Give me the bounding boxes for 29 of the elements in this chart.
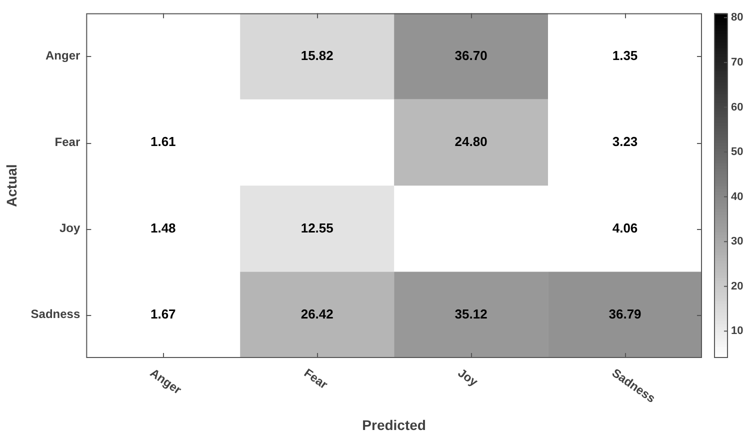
color-bar-label: 60 <box>731 101 744 114</box>
color-bar-label: 50 <box>731 146 744 158</box>
y-tick-label: Anger <box>45 48 80 63</box>
data-label: 1.48 <box>150 220 176 236</box>
color-bar-label: 80 <box>731 12 744 24</box>
y-tick-label: Joy <box>59 221 80 236</box>
y-axis-title: Actual <box>3 164 20 207</box>
color-bar-label: 20 <box>731 280 744 292</box>
data-label: 35.12 <box>454 306 488 322</box>
data-label: 36.70 <box>454 48 488 63</box>
x-axis-title: Predicted <box>362 416 426 433</box>
color-bar-label: 30 <box>731 236 744 248</box>
y-tick-label: Fear <box>54 134 80 149</box>
data-label: 1.61 <box>150 134 176 150</box>
data-label: 1.35 <box>612 48 638 63</box>
data-label: 24.80 <box>454 134 488 150</box>
y-tick-label: Sadness <box>30 307 80 322</box>
data-label: 1.67 <box>150 306 176 322</box>
color-bar-label: 40 <box>731 190 744 203</box>
color-bar-label: 10 <box>731 325 744 338</box>
color-bar-label: 70 <box>731 56 744 68</box>
data-label: 36.79 <box>608 306 642 322</box>
data-label: 15.82 <box>300 48 334 63</box>
x-tick-label: Joy <box>455 366 481 390</box>
x-tick-label: Fear <box>301 366 331 392</box>
data-label: 26.42 <box>300 306 334 322</box>
data-label: 3.23 <box>612 134 638 150</box>
data-label: 4.06 <box>612 220 638 236</box>
data-label: 12.55 <box>300 220 334 236</box>
